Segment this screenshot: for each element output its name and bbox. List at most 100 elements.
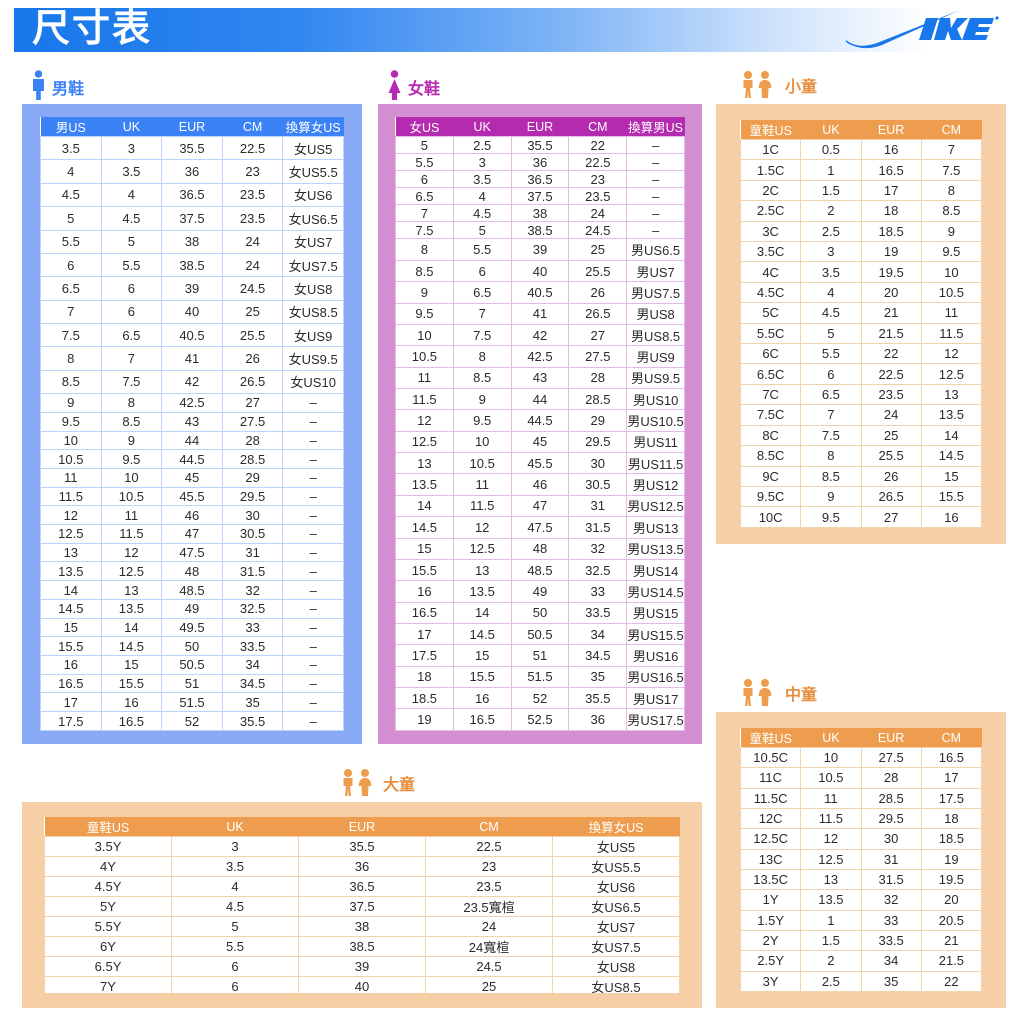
- table-row: 13.5 11 46 30.5 男US12: [395, 473, 685, 496]
- cell-1: 12: [452, 516, 512, 539]
- cell-3: 24: [221, 229, 284, 254]
- cell-2: 37.5: [510, 187, 570, 206]
- cell-1: 3: [171, 836, 299, 857]
- cell-0: 8.5: [40, 369, 102, 395]
- cell-3: 23.5: [425, 876, 553, 897]
- cell-2: 30: [860, 828, 922, 850]
- table-row: 15 14 49.5 33–: [40, 617, 344, 638]
- cell-4: 男US7.5: [626, 281, 685, 304]
- table-row: 9.5 7 41 26.5 男US8: [395, 302, 685, 325]
- table-row: 4.5Y 4 36.5 23.5 女US6: [44, 876, 680, 897]
- cell-3: 12.5: [920, 363, 982, 385]
- cell-0: 11: [40, 467, 102, 488]
- cell-2: 50: [161, 636, 223, 656]
- table-row: 3C 2.5 18.5 9: [740, 220, 982, 243]
- column-header-2: EUR: [298, 817, 426, 837]
- cell-3: 31.5: [568, 516, 628, 539]
- cell-1: 2: [800, 200, 862, 222]
- cell-2: 36.5: [298, 876, 426, 897]
- cell-3: 26: [568, 281, 628, 304]
- cell-1: 3.5: [800, 261, 862, 283]
- column-header-3: CM: [425, 817, 553, 837]
- cell-1: 1: [800, 909, 862, 931]
- cell-3: 26.5: [568, 302, 628, 325]
- cell-3: 25.5: [221, 322, 284, 348]
- table-row: 15.5 13 48.5 32.5 男US14: [395, 558, 685, 582]
- cell-3: 11: [920, 302, 982, 324]
- column-header-0: 童鞋US: [740, 120, 801, 140]
- cell-0: 6: [395, 170, 454, 189]
- table-row: 13.5 12.5 48 31.5–: [40, 561, 344, 582]
- cell-2: 17: [860, 179, 922, 202]
- table-row: 6Y 5.5 38.5 24寬楦 女US7.5: [44, 936, 680, 957]
- cell-3: 29: [568, 409, 628, 432]
- cell-1: 12.5: [452, 537, 512, 560]
- cell-0: 9C: [740, 465, 802, 487]
- cell-0: 5C: [740, 302, 802, 324]
- cell-0: 5.5: [395, 153, 454, 172]
- cell-4: 男US14.5: [626, 580, 685, 603]
- section-label-men: 男鞋: [52, 81, 85, 98]
- cell-1: 12: [100, 542, 163, 563]
- cell-4: –: [282, 542, 344, 563]
- cell-4: 男US12: [626, 473, 685, 496]
- cell-1: 11.5: [452, 494, 512, 518]
- cell-2: 50.5: [510, 622, 570, 646]
- cell-1: 2.5: [800, 970, 862, 992]
- table-header-row: 童鞋US UK EUR CM: [740, 728, 982, 748]
- table-row: 9 6.5 40.5 26 男US7.5: [395, 281, 685, 304]
- panel-women: 女US UK EUR CM 換算男US 5 2.5 35.5 22–5.5 3 36 22.5–6 3…: [378, 104, 702, 744]
- cell-3: 9.5: [920, 241, 982, 263]
- cell-0: 5: [395, 135, 454, 155]
- cell-3: 7.5: [920, 159, 982, 181]
- cell-2: 29.5: [860, 807, 922, 830]
- cell-3: 22.5: [568, 153, 628, 172]
- cell-1: 11: [800, 787, 862, 809]
- table-row: 11 10 45 29–: [40, 467, 344, 488]
- cell-1: 2.5: [452, 135, 512, 155]
- cell-1: 5: [452, 221, 512, 240]
- cell-1: 1.5: [800, 929, 862, 952]
- table-row: 13C 12.5 31 19: [740, 848, 982, 870]
- cell-0: 6: [40, 252, 102, 278]
- cell-3: 30: [568, 452, 628, 475]
- cell-3: 10: [920, 261, 982, 283]
- cell-3: 29.5: [221, 486, 284, 507]
- table-row: 19 16.5 52.5 36 男US17.5: [395, 708, 685, 731]
- column-header-3: CM: [921, 728, 982, 748]
- cell-0: 11C: [740, 767, 802, 789]
- cell-3: 14.5: [920, 445, 982, 467]
- cell-3: 15.5: [920, 485, 982, 508]
- cell-0: 2.5Y: [740, 950, 802, 972]
- table-row: 1C 0.5 16 7: [740, 138, 982, 161]
- cell-1: 5.5: [100, 252, 163, 278]
- cell-0: 12.5: [395, 430, 454, 454]
- table-header-row: 童鞋US UK EUR CM: [740, 120, 982, 140]
- cell-4: –: [626, 135, 685, 155]
- cell-1: 7.5: [452, 323, 512, 347]
- cell-3: 23: [221, 159, 284, 184]
- table-row: 14 13 48.5 32–: [40, 580, 344, 600]
- cell-1: 6.5: [800, 383, 862, 406]
- table-row: 7 6 40 25 女US8.5: [40, 299, 344, 325]
- table-row: 4 3.5 36 23 女US5.5: [40, 159, 344, 184]
- cell-1: 5.5: [800, 343, 862, 365]
- cell-2: 48.5: [510, 558, 570, 582]
- cell-1: 14.5: [100, 636, 163, 656]
- cell-2: 44: [510, 387, 570, 411]
- cell-3: 32: [568, 537, 628, 560]
- cell-0: 2.5C: [740, 200, 802, 222]
- cell-4: –: [282, 598, 344, 619]
- column-header-4: 換算女US: [552, 817, 680, 837]
- cell-0: 9: [40, 393, 102, 413]
- cell-2: 26.5: [860, 485, 922, 508]
- cell-0: 10: [395, 323, 454, 347]
- cell-0: 10.5: [40, 449, 102, 469]
- column-header-0: 女US: [395, 117, 454, 137]
- cell-2: 18: [860, 200, 922, 222]
- section-label-women: 女鞋: [408, 81, 441, 98]
- cell-4: –: [282, 393, 344, 413]
- cell-0: 11.5: [395, 387, 454, 411]
- cell-3: 16: [920, 506, 982, 528]
- cell-4: –: [282, 486, 344, 507]
